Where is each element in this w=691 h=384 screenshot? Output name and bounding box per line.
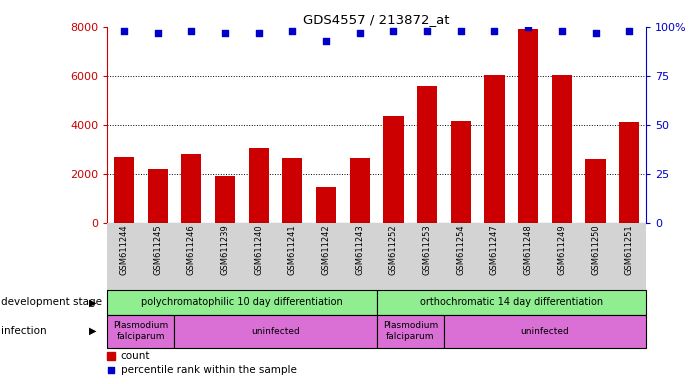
Text: GSM611239: GSM611239 [220, 225, 229, 275]
Text: infection: infection [1, 326, 46, 336]
Point [186, 28, 197, 34]
Text: uninfected: uninfected [520, 327, 569, 336]
Bar [107, 290, 377, 315]
Bar [518, 29, 538, 223]
Text: GSM611246: GSM611246 [187, 225, 196, 275]
Bar [377, 315, 444, 348]
Text: uninfected: uninfected [251, 327, 300, 336]
Bar [174, 315, 377, 348]
Point [253, 30, 264, 36]
Point [152, 30, 163, 36]
Text: Plasmodium
falciparum: Plasmodium falciparum [383, 321, 438, 341]
Bar [148, 169, 168, 223]
Text: GSM611242: GSM611242 [321, 225, 330, 275]
Bar [585, 159, 605, 223]
Text: GSM611241: GSM611241 [288, 225, 297, 275]
Text: GSM611240: GSM611240 [254, 225, 263, 275]
Text: percentile rank within the sample: percentile rank within the sample [120, 364, 296, 375]
Bar [484, 74, 504, 223]
Point [522, 24, 533, 30]
Bar [377, 290, 646, 315]
Bar [384, 116, 404, 223]
Bar [107, 315, 174, 348]
Text: GSM611243: GSM611243 [355, 225, 364, 275]
Text: GSM611248: GSM611248 [524, 225, 533, 275]
Text: Plasmodium
falciparum: Plasmodium falciparum [113, 321, 169, 341]
Bar [107, 352, 115, 360]
Text: GSM611253: GSM611253 [423, 225, 432, 275]
Bar [417, 86, 437, 223]
Point [556, 28, 567, 34]
Bar [249, 148, 269, 223]
Bar [114, 157, 134, 223]
Bar [181, 154, 201, 223]
Point [118, 28, 129, 34]
Bar [451, 121, 471, 223]
Bar [551, 74, 572, 223]
Point [422, 28, 433, 34]
Bar [316, 187, 336, 223]
Point [220, 30, 231, 36]
Point [455, 28, 466, 34]
Point [106, 366, 117, 372]
Text: GSM611244: GSM611244 [120, 225, 129, 275]
Point [388, 28, 399, 34]
Bar [444, 315, 646, 348]
Text: polychromatophilic 10 day differentiation: polychromatophilic 10 day differentiatio… [141, 297, 343, 308]
Point [590, 30, 601, 36]
Point [354, 30, 366, 36]
Text: GSM611249: GSM611249 [558, 225, 567, 275]
Text: GSM611251: GSM611251 [625, 225, 634, 275]
Point [624, 28, 635, 34]
Bar [215, 176, 235, 223]
Text: GSM611247: GSM611247 [490, 225, 499, 275]
Text: development stage: development stage [1, 297, 102, 308]
Text: GSM611245: GSM611245 [153, 225, 162, 275]
Bar [350, 158, 370, 223]
Point [321, 38, 332, 44]
Point [489, 28, 500, 34]
Bar [282, 158, 303, 223]
Text: GSM611250: GSM611250 [591, 225, 600, 275]
Text: count: count [120, 351, 150, 361]
Text: GSM611252: GSM611252 [389, 225, 398, 275]
Point [287, 28, 298, 34]
Bar [619, 122, 639, 223]
Text: ▶: ▶ [89, 297, 97, 308]
Text: orthochromatic 14 day differentiation: orthochromatic 14 day differentiation [419, 297, 603, 308]
Title: GDS4557 / 213872_at: GDS4557 / 213872_at [303, 13, 450, 26]
Text: ▶: ▶ [89, 326, 97, 336]
Text: GSM611254: GSM611254 [456, 225, 465, 275]
